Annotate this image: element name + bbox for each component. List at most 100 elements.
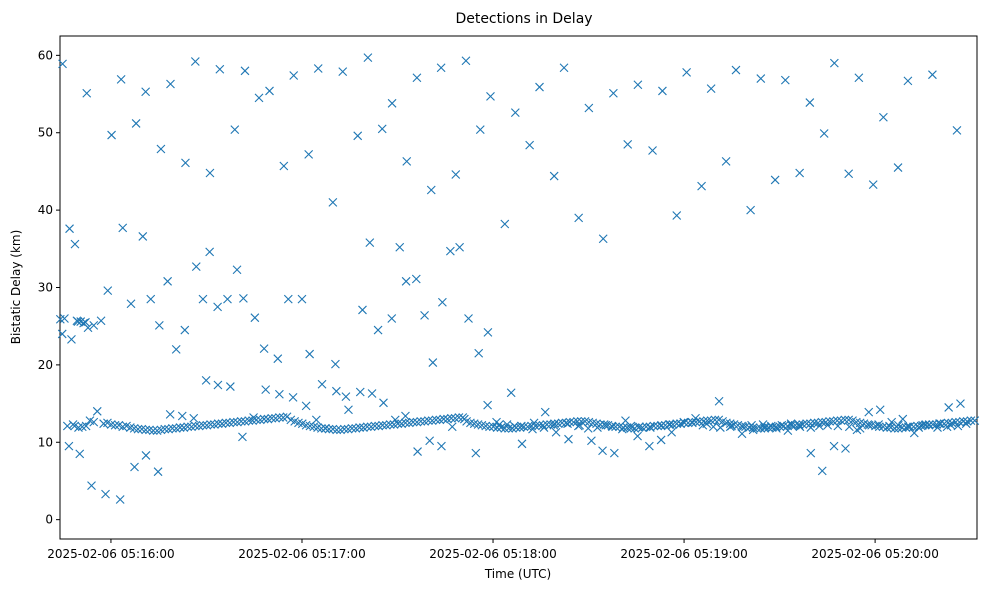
data-point — [805, 98, 815, 107]
data-point — [864, 407, 874, 417]
data-point — [702, 416, 712, 425]
data-point — [267, 413, 277, 423]
data-point — [213, 380, 223, 390]
data-point — [189, 413, 199, 423]
data-point — [171, 345, 181, 354]
data-point — [190, 57, 200, 66]
data-point — [81, 317, 90, 327]
data-point — [752, 423, 762, 433]
data-point — [87, 481, 96, 490]
data-point — [780, 75, 790, 85]
data-point — [64, 441, 74, 451]
data-point — [254, 93, 264, 103]
data-point — [454, 413, 464, 422]
data-point — [952, 126, 962, 135]
data-point — [107, 130, 116, 140]
data-point — [213, 302, 222, 312]
data-point — [177, 411, 187, 421]
data-point — [644, 441, 654, 451]
data-point — [259, 414, 269, 424]
data-point — [794, 420, 804, 429]
data-point — [446, 413, 456, 423]
data-point — [205, 247, 215, 257]
y-axis-label: Bistatic Delay (km) — [9, 230, 23, 345]
data-point — [893, 163, 903, 172]
data-point — [447, 422, 457, 432]
data-point — [511, 423, 521, 432]
data-point — [879, 112, 888, 122]
data-point — [317, 379, 327, 389]
chart-title: Detections in Delay — [455, 11, 592, 27]
y-tick-label: 10 — [38, 435, 53, 449]
data-point — [165, 410, 175, 419]
data-point — [657, 420, 666, 430]
data-point — [897, 423, 907, 432]
data-point — [483, 400, 493, 410]
x-tick-label: 2025-02-06 05:16:00 — [47, 547, 174, 561]
y-tick-label: 60 — [38, 48, 53, 62]
data-point — [385, 420, 395, 429]
y-tick-label: 50 — [38, 126, 53, 140]
data-point — [355, 423, 365, 432]
data-point — [156, 144, 166, 154]
data-point — [832, 416, 842, 425]
data-point — [564, 434, 573, 444]
data-point — [420, 310, 429, 320]
data-point — [695, 416, 705, 426]
data-point — [623, 139, 633, 149]
data-point — [116, 74, 126, 84]
data-point — [215, 64, 225, 74]
y-tick-label: 20 — [38, 358, 53, 372]
data-point — [535, 82, 544, 92]
data-point — [802, 419, 812, 429]
data-point — [559, 63, 569, 73]
data-point — [183, 422, 193, 432]
data-point — [608, 88, 618, 98]
data-point — [259, 344, 269, 354]
data-point — [62, 421, 72, 431]
data-point — [633, 431, 642, 441]
data-point — [324, 424, 334, 434]
data-point — [672, 419, 682, 429]
data-point — [451, 170, 461, 179]
data-point — [756, 423, 766, 433]
data-point — [958, 416, 968, 426]
data-point — [525, 140, 535, 150]
data-point — [198, 294, 208, 304]
data-point — [331, 359, 340, 369]
data-point — [370, 421, 380, 431]
data-point — [110, 420, 120, 430]
data-point — [574, 213, 584, 223]
data-point — [317, 423, 326, 433]
data-point — [595, 420, 605, 429]
data-point — [60, 314, 69, 323]
data-point — [411, 274, 421, 284]
data-point — [492, 423, 502, 432]
data-point — [180, 325, 190, 335]
data-point — [437, 441, 446, 451]
y-tick-label: 40 — [38, 203, 53, 217]
data-point — [445, 246, 455, 256]
data-point — [436, 63, 446, 73]
data-point — [664, 420, 674, 429]
data-point — [103, 286, 113, 295]
data-point — [611, 422, 621, 432]
data-point — [966, 416, 976, 425]
data-point — [504, 423, 514, 433]
data-point — [551, 427, 561, 437]
data-point — [166, 79, 175, 89]
y-tick-label: 30 — [38, 281, 53, 295]
data-point — [806, 448, 816, 458]
data-point — [141, 425, 151, 435]
data-point — [230, 125, 240, 135]
data-point — [557, 418, 567, 428]
x-tick-label: 2025-02-06 05:17:00 — [238, 547, 365, 561]
data-point — [779, 421, 789, 431]
data-point — [771, 422, 781, 432]
data-point — [126, 299, 136, 309]
data-point — [609, 448, 619, 458]
data-point — [73, 317, 83, 326]
data-point — [332, 425, 342, 435]
data-point — [347, 423, 357, 433]
